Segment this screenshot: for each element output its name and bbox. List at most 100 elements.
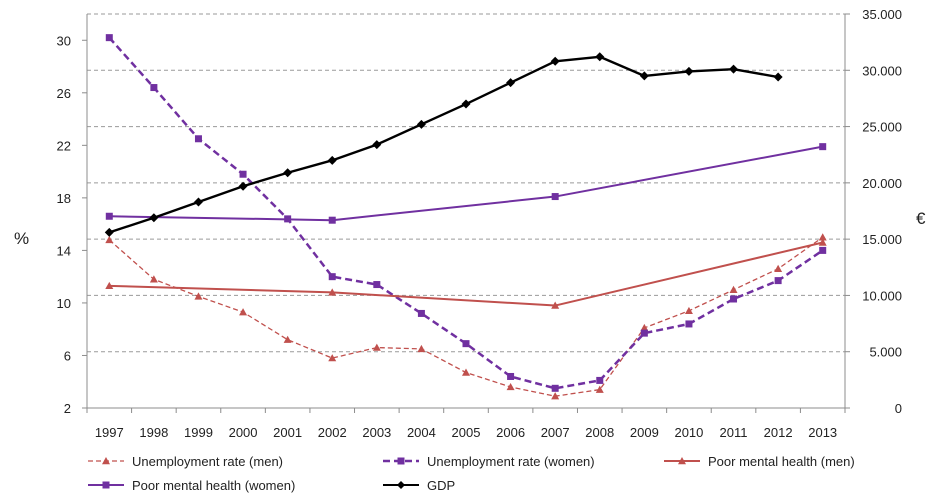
y-axis-right-tick-label: 5.000 xyxy=(869,345,902,360)
x-axis-tick-label: 2005 xyxy=(452,425,481,440)
data-point xyxy=(238,181,248,191)
data-point xyxy=(595,52,605,62)
legend-swatch-marker xyxy=(397,457,405,465)
x-axis-tick-label: 1998 xyxy=(139,425,168,440)
data-point xyxy=(416,119,426,129)
data-point xyxy=(462,368,470,376)
x-axis-tick-label: 1999 xyxy=(184,425,213,440)
data-point xyxy=(639,71,649,81)
data-point xyxy=(819,246,827,254)
series-line xyxy=(109,145,823,222)
data-point xyxy=(194,292,203,300)
data-point xyxy=(239,170,247,178)
data-point xyxy=(328,354,337,362)
data-point xyxy=(372,140,382,150)
data-point xyxy=(193,197,203,207)
series-poor-mental-health-women xyxy=(105,143,827,224)
x-axis-tick-label: 2011 xyxy=(720,425,748,440)
data-point xyxy=(149,213,159,223)
data-point xyxy=(507,372,515,380)
y-axis-right-tick-label: 30.000 xyxy=(862,63,902,78)
legend-swatch-marker xyxy=(102,481,110,489)
y-axis-right-tick-label: 10.000 xyxy=(862,288,902,303)
legend-swatch-marker xyxy=(397,481,405,489)
data-point xyxy=(729,285,738,293)
data-point xyxy=(640,323,649,332)
data-point xyxy=(461,99,471,109)
data-point xyxy=(105,34,113,42)
data-point xyxy=(105,212,113,220)
data-point xyxy=(773,72,783,82)
x-axis-tick-label: 2000 xyxy=(229,425,258,440)
legend-label: Poor mental health (women) xyxy=(132,478,295,493)
data-point xyxy=(551,193,559,201)
data-point xyxy=(596,376,604,384)
data-point xyxy=(506,78,516,88)
data-point xyxy=(774,277,782,285)
y-axis-left-tick-label: 22 xyxy=(57,138,71,153)
x-axis-tick-label: 2009 xyxy=(630,425,659,440)
x-axis-tick-label: 2003 xyxy=(362,425,391,440)
x-axis-tick-label: 2004 xyxy=(407,425,436,440)
legend-item-poor-mental-health-women: Poor mental health (women) xyxy=(88,478,295,493)
data-point xyxy=(283,335,292,343)
y-axis-right-title: € xyxy=(916,209,926,228)
data-point xyxy=(328,273,336,281)
y-axis-right-tick-label: 15.000 xyxy=(862,232,902,247)
data-point xyxy=(104,227,114,237)
data-point xyxy=(506,382,515,391)
data-point xyxy=(551,392,560,400)
data-point xyxy=(774,264,783,272)
data-point xyxy=(640,329,648,337)
axes: % € 2610141822263005.00010.00015.00020.0… xyxy=(14,7,926,440)
x-axis-tick-label: 2013 xyxy=(808,425,837,440)
legend-item-unemployment-rate-women: Unemployment rate (women) xyxy=(383,454,595,469)
data-point xyxy=(818,238,827,246)
x-axis-tick-label: 2007 xyxy=(541,425,570,440)
x-axis-tick-label: 2001 xyxy=(273,425,302,440)
series-lines xyxy=(104,34,827,400)
series-gdp xyxy=(104,52,783,237)
data-point xyxy=(327,155,337,165)
y-axis-left-tick-label: 14 xyxy=(57,243,71,258)
data-point xyxy=(551,384,559,392)
legend-label: GDP xyxy=(427,478,455,493)
x-axis-tick-label: 1997 xyxy=(95,425,124,440)
data-point xyxy=(729,64,739,74)
x-axis-tick-label: 2002 xyxy=(318,425,347,440)
data-point xyxy=(283,168,293,178)
data-point xyxy=(462,340,470,348)
data-point xyxy=(194,135,202,143)
data-point xyxy=(105,281,114,290)
legend-item-unemployment-rate-men: Unemployment rate (men) xyxy=(88,454,283,469)
legend-label: Unemployment rate (men) xyxy=(132,454,283,469)
y-axis-right-tick-label: 20.000 xyxy=(862,176,902,191)
legend-label: Poor mental health (men) xyxy=(708,454,855,469)
data-point xyxy=(149,275,158,283)
legend-item-poor-mental-health-men: Poor mental health (men) xyxy=(664,454,855,469)
legend: Unemployment rate (men) Unemployment rate… xyxy=(88,454,855,493)
series-line xyxy=(108,55,779,234)
data-point xyxy=(684,66,694,76)
y-axis-left-tick-label: 26 xyxy=(57,86,71,101)
data-point xyxy=(372,343,381,351)
series-line xyxy=(109,241,823,307)
data-point xyxy=(328,288,337,296)
data-point xyxy=(373,281,381,289)
x-axis-tick-label: 2012 xyxy=(764,425,793,440)
y-axis-left-title: % xyxy=(14,229,29,248)
y-axis-left-tick-label: 2 xyxy=(64,401,71,416)
y-axis-left-tick-label: 10 xyxy=(57,296,71,311)
gridlines xyxy=(87,13,845,353)
data-point xyxy=(595,385,604,393)
y-axis-right-tick-label: 35.000 xyxy=(862,7,902,22)
data-point xyxy=(685,320,693,328)
series-line xyxy=(108,36,824,390)
y-axis-left-tick-label: 6 xyxy=(64,348,71,363)
y-axis-left-tick-label: 18 xyxy=(57,191,71,206)
data-point xyxy=(819,143,827,151)
data-point xyxy=(730,295,738,303)
data-point xyxy=(417,344,426,353)
